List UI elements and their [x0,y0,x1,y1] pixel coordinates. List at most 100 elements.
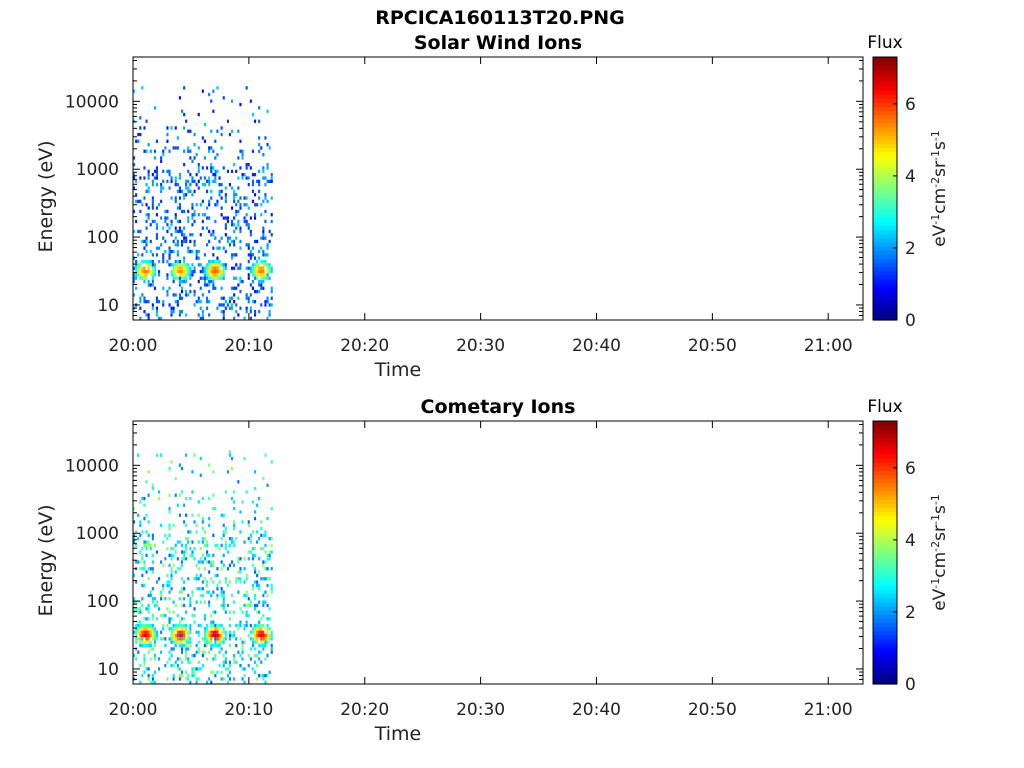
spectrogram-cell [185,623,188,628]
spectrogram-cell [241,643,244,648]
spectrogram-cell [137,229,140,234]
spectrogram-cell [249,269,252,274]
spectrogram-cell [191,540,194,544]
spectrogram-cell [189,597,192,601]
spectrogram-cell [264,600,267,604]
spectrogram-cell [214,674,217,678]
spectrogram-cell [254,256,257,260]
spectrogram-cell [151,486,154,491]
spectrogram-cell [135,530,138,534]
spectrogram-cell [247,537,250,541]
spectrogram-cell [241,667,244,671]
spectrogram-cell [178,633,181,638]
spectrogram-cell [249,306,252,310]
spectrogram-cell [151,273,154,277]
spectrogram-cell [181,674,184,678]
spectrogram-cell [268,617,271,621]
spectrogram-cell [235,623,238,628]
spectrogram-cell [172,664,175,668]
spectrogram-cell [147,643,150,648]
spectrogram-cell [247,300,250,304]
spectrogram-cell [151,199,154,203]
spectrogram-cell [178,313,181,317]
colorbar-step [873,89,897,95]
spectrogram-cell [151,627,154,631]
spectrogram-cell [220,273,223,277]
spectrogram-cell [143,496,146,501]
spectrogram-cell [181,587,184,591]
spectrogram-cell [181,490,184,494]
spectrogram-cell [135,627,138,631]
colorbar-step [873,122,897,128]
spectrogram-cell [181,279,184,284]
spectrogram-cell [256,603,259,608]
spectrogram-cell [210,129,213,133]
spectrogram-cell [203,643,206,648]
spectrogram-cell [193,219,196,224]
spectrogram-cell [174,226,177,230]
spectrogram-cell [143,567,146,571]
spectrogram-cell [266,603,269,608]
spectrogram-cell [264,590,267,594]
spectrogram-cell [254,273,257,277]
spectrogram-cell [166,660,169,664]
spectrogram-cell [266,577,269,581]
spectrogram-cell [247,523,250,527]
spectrogram-cell [222,513,225,517]
spectrogram-cell [176,664,179,668]
spectrogram-cell [222,597,225,601]
colorbar-unit-label: eV-1cm-2sr-1s-1 [929,494,951,611]
colorbar-step [873,229,897,235]
spectrogram-cell [195,573,198,578]
spectrogram-cell [197,263,200,267]
colorbar-step [873,204,897,210]
spectrogram-cell [174,603,177,608]
spectrogram-cell [270,289,273,294]
spectrogram-cell [183,149,186,153]
spectrogram-cell [197,179,200,183]
spectrogram-cell [193,289,196,294]
spectrogram-cell [195,577,198,581]
spectrogram-cell [149,149,152,153]
spectrogram-cell [176,623,179,628]
spectrogram-cell [139,550,142,554]
spectrogram-cell [139,316,142,320]
spectrogram-cell [239,289,242,294]
spectrogram-cell [155,223,158,227]
colorbar-step [873,552,897,558]
spectrogram-cell [193,653,196,658]
spectrogram-cell [268,179,271,183]
spectrogram-cell [251,183,254,187]
spectrogram-cell [203,577,206,581]
spectrogram-cell [160,593,163,598]
spectrogram-cell [178,189,181,193]
spectrogram-cell [210,169,213,173]
spectrogram-cell [139,132,142,137]
spectrogram-cell [212,590,215,594]
spectrogram-cell [233,189,236,193]
spectrogram-cell [181,269,184,274]
spectrogram-cell [141,273,144,277]
spectrogram-cell [266,296,269,300]
spectrogram-cell [170,664,173,668]
spectrogram-cell [218,266,221,270]
spectrogram-cell [145,630,148,634]
spectrogram-cell [258,263,261,267]
spectrogram-cell [174,176,177,180]
spectrogram-cell [226,236,229,240]
spectrogram-cell [170,617,173,621]
spectrogram-cell [141,530,144,534]
spectrogram-cell [145,667,148,671]
spectrogram-cell [247,226,250,230]
spectrogram-cell [141,496,144,501]
spectrogram-cell [251,112,254,117]
spectrogram-cell [216,627,219,631]
spectrogram-cell [201,310,204,314]
spectrogram-cell [143,543,146,547]
spectrogram-cell [254,580,257,584]
spectrogram-cell [168,149,171,153]
spectrogram-cell [153,106,156,110]
spectrogram-cell [201,664,204,668]
spectrogram-cell [137,263,140,267]
y-tick-label: 10000 [65,92,119,112]
